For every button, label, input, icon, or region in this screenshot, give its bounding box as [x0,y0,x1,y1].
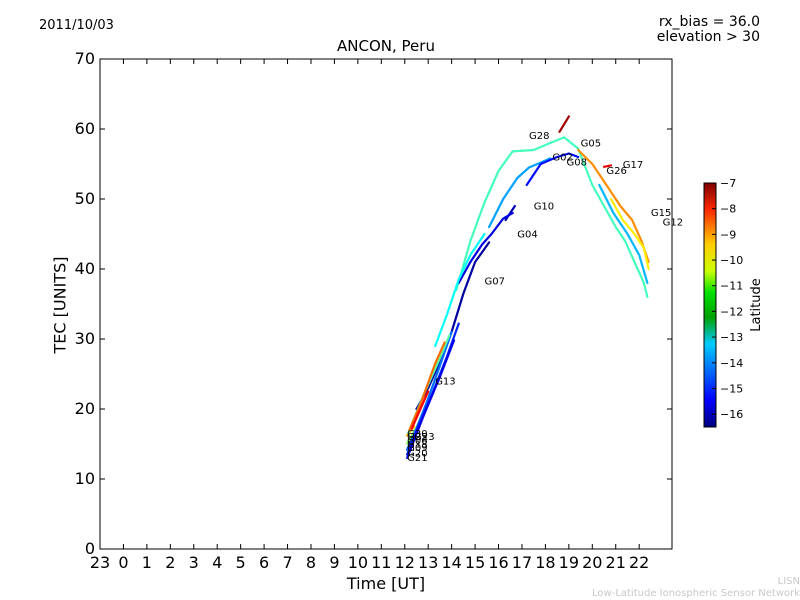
x-tick-label: 9 [329,553,339,572]
y-tick-label: 0 [85,539,95,558]
series-line-g26 [602,164,613,168]
colorbar [703,182,717,428]
rx-bias-label: rx_bias = 36.0 [658,14,760,30]
elevation-label: elevation > 30 [656,29,760,45]
series-label-g28: G28 [529,131,549,142]
series-label-g17: G17 [623,160,643,171]
series-label-g05: G05 [581,139,601,150]
x-tick-label: 8 [306,553,316,572]
series-label-g08: G08 [567,157,587,168]
x-tick-label: 21 [606,553,626,572]
series-line-g05 [455,136,649,299]
colorbar-tick-label: −16 [720,408,743,421]
y-tick-label: 10 [75,469,95,488]
colorbar-tick-label: −11 [720,280,743,293]
y-tick-label: 20 [75,399,95,418]
series-line-g21 [406,339,456,460]
series-label-g12: G12 [663,218,683,229]
y-tick-label: 60 [75,119,95,138]
colorbar-label: Latitude [749,278,764,332]
series-label-g21: G21 [407,453,427,464]
date-label: 2011/10/03 [39,18,114,33]
colorbar-tick-label: −8 [720,203,736,216]
series-line-g10 [504,204,516,222]
colorbar-tick-label: −13 [720,331,743,344]
series-line-g04 [457,211,514,285]
series-line-g07 [434,232,486,348]
colorbar-tick-label: −9 [720,228,736,241]
series-line-g15 [598,183,649,285]
x-tick-label: 18 [535,553,555,572]
x-tick-label: 13 [418,553,438,572]
x-tick-label: 12 [395,553,415,572]
x-tick-label: 17 [512,553,532,572]
x-tick-label: 6 [259,553,269,572]
plot-frame [99,58,673,550]
series-line-g17 [577,148,650,264]
series-line-g08 [525,152,580,187]
footer-network: Low-Latitude Ionospheric Sensor Network [592,588,800,599]
series-label-g20: G20 [407,449,427,460]
y-tick-label: 70 [75,49,95,68]
footer-lisn: LISN [777,576,800,587]
y-tick-label: 40 [75,259,95,278]
chart-title: ANCON, Peru [337,37,435,55]
x-tick-label: 5 [236,553,246,572]
x-tick-label: 16 [488,553,508,572]
series-label-g09: G09 [407,443,427,454]
series-label-g25: G25 [407,432,427,443]
colorbar-tick-label: −15 [720,382,743,395]
series-label-g06: G06 [407,436,427,447]
series-line-g02 [488,157,552,229]
y-tick-label: 30 [75,329,95,348]
x-tick-label: 20 [582,553,602,572]
colorbar-tick-label: −12 [720,305,743,318]
x-tick-label: 11 [371,553,391,572]
x-tick-label: 7 [282,553,292,572]
series-line-g25 [408,341,446,432]
series-label-g13: G13 [435,377,455,388]
series-label-g15: G15 [651,208,671,219]
series-label-g26: G26 [606,166,626,177]
series-label-g04: G04 [517,230,537,241]
series-label-g10: G10 [534,202,554,213]
series-line-g30 [410,390,430,430]
series-label-g30: G30 [407,429,427,440]
x-tick-label: 22 [629,553,649,572]
x-tick-label: 4 [212,553,222,572]
x-axis-label: Time [UT] [346,574,426,593]
colorbar-tick-label: −7 [720,177,736,190]
x-tick-label: 0 [118,553,128,572]
x-tick-label: 15 [465,553,485,572]
series-line-g12 [609,197,650,271]
colorbar-tick-label: −14 [720,357,743,370]
x-tick-label: 1 [142,553,152,572]
series-label-g23: G23 [414,432,434,443]
x-tick-label: 23 [90,553,110,572]
series-label-g07: G07 [485,276,505,287]
series-line-g28 [558,115,570,133]
x-tick-label: 19 [559,553,579,572]
colorbar-tick-label: −10 [720,254,743,267]
x-tick-label: 3 [189,553,199,572]
x-tick-label: 10 [348,553,368,572]
series-label-g02: G02 [552,153,572,164]
y-tick-label: 50 [75,189,95,208]
series-label-g18: G18 [407,440,427,451]
x-tick-label: 14 [441,553,461,572]
x-tick-label: 2 [165,553,175,572]
